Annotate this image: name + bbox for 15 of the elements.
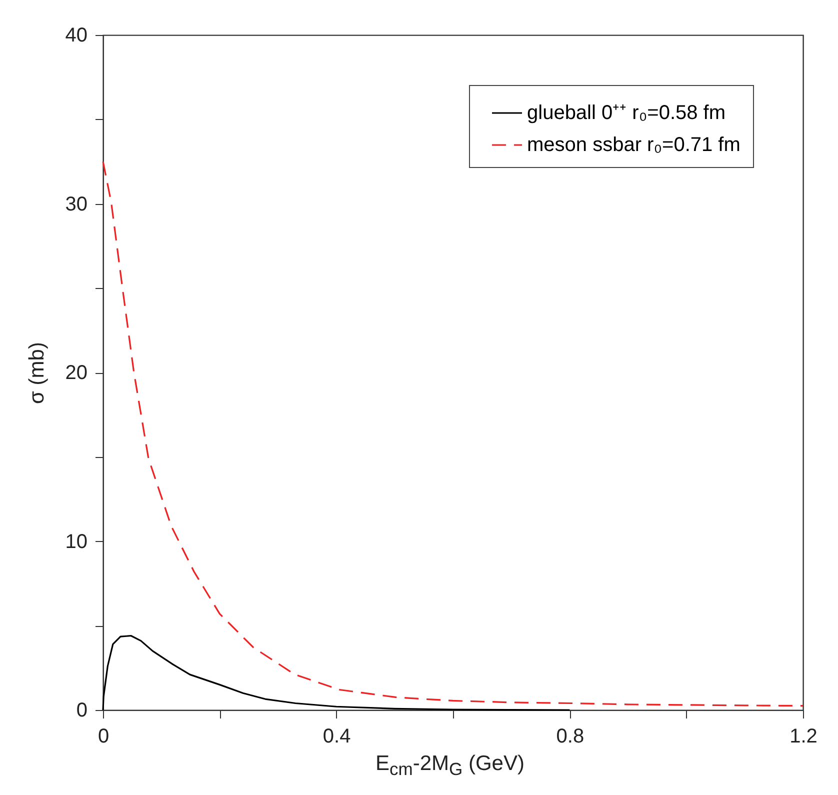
x-axis-title: E$_{cm}$-2M$_{G}$ (GeV) — [374, 752, 526, 780]
line-series — [102, 634, 570, 711]
x-tick-label: 1.2 — [790, 726, 818, 748]
x-tick-label: 0.4 — [322, 726, 351, 748]
y-tick-label: 0 — [76, 700, 88, 722]
y-tick-label: 30 — [65, 193, 88, 216]
y-tick-label: 10 — [65, 530, 88, 553]
legend-label: glueball 0⁺⁺ r₀=0.58 fm — [527, 102, 726, 124]
y-tick-label: 20 — [65, 362, 88, 384]
y-tick-label: 40 — [65, 24, 88, 46]
line-series — [102, 160, 804, 707]
x-tick-label: 0 — [98, 726, 110, 748]
y-axis-title: σ (mb) — [25, 342, 48, 404]
x-tick-label: 0.8 — [556, 726, 584, 748]
legend-label: meson ssbar r₀=0.71 fm — [527, 134, 740, 156]
